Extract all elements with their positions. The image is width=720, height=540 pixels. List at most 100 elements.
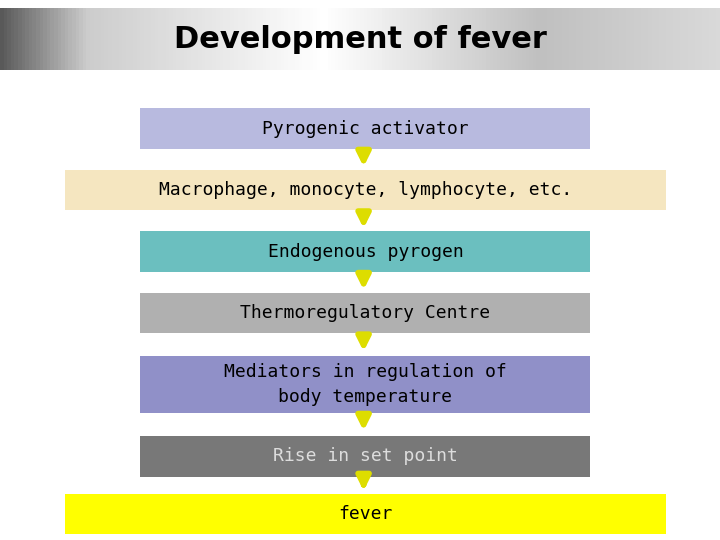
Bar bbox=[630, 8, 634, 70]
Bar bbox=[536, 8, 540, 70]
Bar bbox=[572, 8, 576, 70]
Bar bbox=[68, 8, 72, 70]
Bar bbox=[54, 8, 58, 70]
Bar bbox=[464, 8, 468, 70]
Bar bbox=[133, 8, 137, 70]
Bar bbox=[50, 8, 54, 70]
Bar bbox=[209, 8, 212, 70]
Bar bbox=[684, 8, 688, 70]
Bar bbox=[346, 8, 349, 70]
Bar bbox=[601, 8, 605, 70]
Text: fever: fever bbox=[338, 505, 392, 523]
Bar bbox=[378, 8, 382, 70]
Bar bbox=[227, 8, 230, 70]
Bar bbox=[662, 8, 666, 70]
Bar bbox=[180, 8, 184, 70]
Bar bbox=[184, 8, 187, 70]
Bar bbox=[126, 8, 130, 70]
Bar bbox=[616, 8, 619, 70]
Bar bbox=[7, 8, 11, 70]
Bar bbox=[241, 8, 245, 70]
Bar bbox=[65, 170, 666, 210]
Bar bbox=[688, 8, 691, 70]
Bar bbox=[414, 8, 418, 70]
Bar bbox=[544, 8, 547, 70]
Bar bbox=[86, 8, 90, 70]
Bar bbox=[266, 8, 270, 70]
Bar bbox=[522, 8, 526, 70]
Bar bbox=[446, 8, 450, 70]
Bar bbox=[270, 8, 274, 70]
Bar bbox=[328, 8, 331, 70]
Bar bbox=[554, 8, 558, 70]
Bar bbox=[18, 8, 22, 70]
Bar bbox=[356, 8, 360, 70]
Bar bbox=[104, 8, 108, 70]
Bar bbox=[529, 8, 533, 70]
Bar bbox=[245, 8, 248, 70]
Bar bbox=[320, 8, 324, 70]
Bar bbox=[587, 8, 590, 70]
Bar bbox=[295, 8, 299, 70]
Bar bbox=[119, 8, 122, 70]
Bar bbox=[450, 8, 454, 70]
Bar bbox=[436, 8, 439, 70]
Bar bbox=[140, 8, 144, 70]
Bar bbox=[310, 8, 313, 70]
Bar bbox=[274, 8, 277, 70]
Text: Rise in set point: Rise in set point bbox=[273, 447, 458, 465]
Bar bbox=[140, 356, 590, 413]
Bar bbox=[558, 8, 562, 70]
Bar bbox=[144, 8, 148, 70]
Bar bbox=[382, 8, 385, 70]
Bar bbox=[619, 8, 623, 70]
Bar bbox=[425, 8, 428, 70]
Text: Mediators in regulation of
body temperature: Mediators in regulation of body temperat… bbox=[224, 363, 507, 406]
Bar bbox=[360, 8, 364, 70]
Bar bbox=[691, 8, 695, 70]
Bar bbox=[637, 8, 641, 70]
Bar bbox=[97, 8, 101, 70]
Bar bbox=[47, 8, 50, 70]
Bar bbox=[140, 108, 590, 148]
Bar bbox=[547, 8, 551, 70]
Bar bbox=[115, 8, 119, 70]
Bar bbox=[263, 8, 266, 70]
Text: Thermoregulatory Centre: Thermoregulatory Centre bbox=[240, 304, 490, 322]
Bar bbox=[540, 8, 544, 70]
Bar bbox=[324, 8, 328, 70]
Bar bbox=[4, 8, 7, 70]
Bar bbox=[169, 8, 173, 70]
Bar bbox=[396, 8, 400, 70]
Bar bbox=[256, 8, 259, 70]
Bar bbox=[454, 8, 457, 70]
Bar bbox=[76, 8, 79, 70]
Bar bbox=[713, 8, 716, 70]
Bar bbox=[410, 8, 414, 70]
Bar bbox=[652, 8, 655, 70]
Bar bbox=[374, 8, 378, 70]
Bar bbox=[140, 293, 590, 333]
Bar bbox=[284, 8, 288, 70]
Bar bbox=[569, 8, 572, 70]
Bar bbox=[40, 8, 43, 70]
Bar bbox=[187, 8, 191, 70]
Bar bbox=[421, 8, 425, 70]
Bar bbox=[590, 8, 594, 70]
Bar bbox=[302, 8, 306, 70]
Bar bbox=[158, 8, 162, 70]
Bar bbox=[151, 8, 155, 70]
Bar bbox=[641, 8, 644, 70]
Bar bbox=[65, 8, 68, 70]
Bar bbox=[623, 8, 626, 70]
Bar bbox=[518, 8, 522, 70]
Bar bbox=[580, 8, 583, 70]
Bar bbox=[288, 8, 292, 70]
Bar bbox=[407, 8, 410, 70]
Bar bbox=[248, 8, 252, 70]
Bar bbox=[108, 8, 112, 70]
Bar bbox=[605, 8, 608, 70]
Bar bbox=[212, 8, 216, 70]
Bar bbox=[101, 8, 104, 70]
Bar bbox=[612, 8, 616, 70]
